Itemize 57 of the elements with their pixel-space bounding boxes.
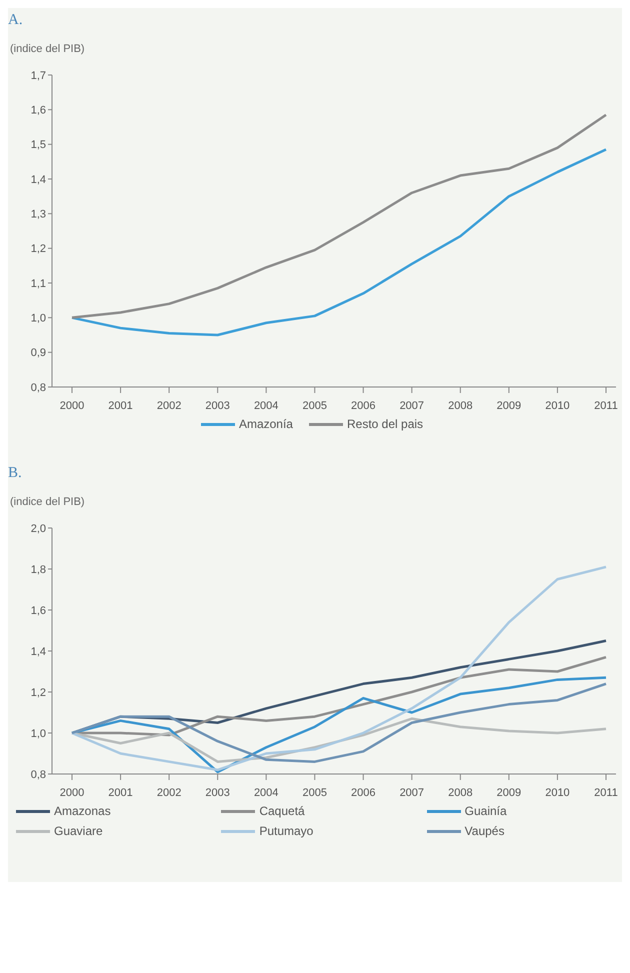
y-axis-title: (indice del PIB) [10, 496, 86, 508]
x-tick-label: 2002 [156, 400, 182, 412]
y-tick-label: 2,0 [30, 522, 46, 535]
line-series [70, 114, 608, 319]
y-axis-title: (indice del PIB) [10, 43, 86, 55]
x-tick-label: 2005 [302, 786, 327, 799]
y-tick-label: 1,5 [30, 139, 46, 152]
y-tick-label: 1,2 [30, 686, 46, 699]
y-tick-label: 1,6 [30, 104, 46, 117]
legend-label: Caquetá [259, 804, 305, 818]
x-tick-label: 2003 [205, 786, 230, 799]
y-tick-label: 0,8 [30, 382, 46, 394]
x-tick-label: 2001 [108, 786, 133, 799]
x-tick-label: 2004 [254, 786, 278, 799]
legend-label: Guainía [464, 804, 507, 818]
y-tick-label: 1,3 [30, 208, 46, 221]
x-tick-label: 2005 [302, 400, 327, 412]
y-tick-label: 1,0 [30, 728, 46, 740]
x-tick-label: 2011 [594, 786, 618, 799]
x-tick-label: 2009 [496, 786, 522, 799]
x-tick-label: 2000 [60, 400, 84, 412]
y-tick-label: 1,8 [30, 564, 46, 576]
x-tick-label: 2006 [351, 786, 376, 799]
y-tick-label: 1,6 [30, 604, 46, 617]
y-tick-label: 1,2 [30, 243, 46, 256]
y-tick-label: 1,4 [30, 646, 46, 658]
legend-label: Guaviare [54, 824, 103, 838]
x-tick-label: 2007 [400, 786, 424, 799]
x-tick-label: 2000 [60, 786, 84, 799]
x-tick-label: 2008 [448, 786, 473, 799]
line-series [70, 148, 608, 336]
x-tick-label: 2010 [545, 786, 570, 799]
legend-label: Amazonía [238, 417, 293, 431]
y-tick-label: 0,8 [30, 768, 46, 781]
x-tick-label: 2002 [156, 786, 182, 799]
line-series [70, 566, 608, 772]
y-tick-label: 1,4 [30, 174, 46, 186]
y-tick-label: 1,1 [30, 278, 46, 290]
x-tick-label: 2010 [545, 400, 570, 412]
legend-label: Vaupés [464, 824, 504, 838]
x-tick-label: 2004 [254, 400, 278, 412]
x-tick-label: 2011 [594, 400, 618, 412]
x-tick-label: 2008 [448, 400, 473, 412]
x-tick-label: 2001 [108, 400, 133, 412]
legend-label: Amazonas [54, 804, 111, 818]
x-tick-label: 2003 [205, 400, 230, 412]
legend-label: Resto del pais [346, 417, 424, 431]
y-tick-label: 1,0 [30, 312, 46, 325]
chart-title: A. [8, 12, 24, 29]
chart-title: B. [8, 465, 23, 482]
x-tick-label: 2007 [400, 400, 424, 412]
line-series [70, 682, 608, 763]
x-tick-label: 2006 [351, 400, 376, 412]
y-tick-label: 0,9 [30, 347, 46, 360]
x-tick-label: 2009 [496, 400, 522, 412]
legend-label: Putumayo [259, 824, 314, 838]
y-tick-label: 1,7 [30, 70, 46, 82]
